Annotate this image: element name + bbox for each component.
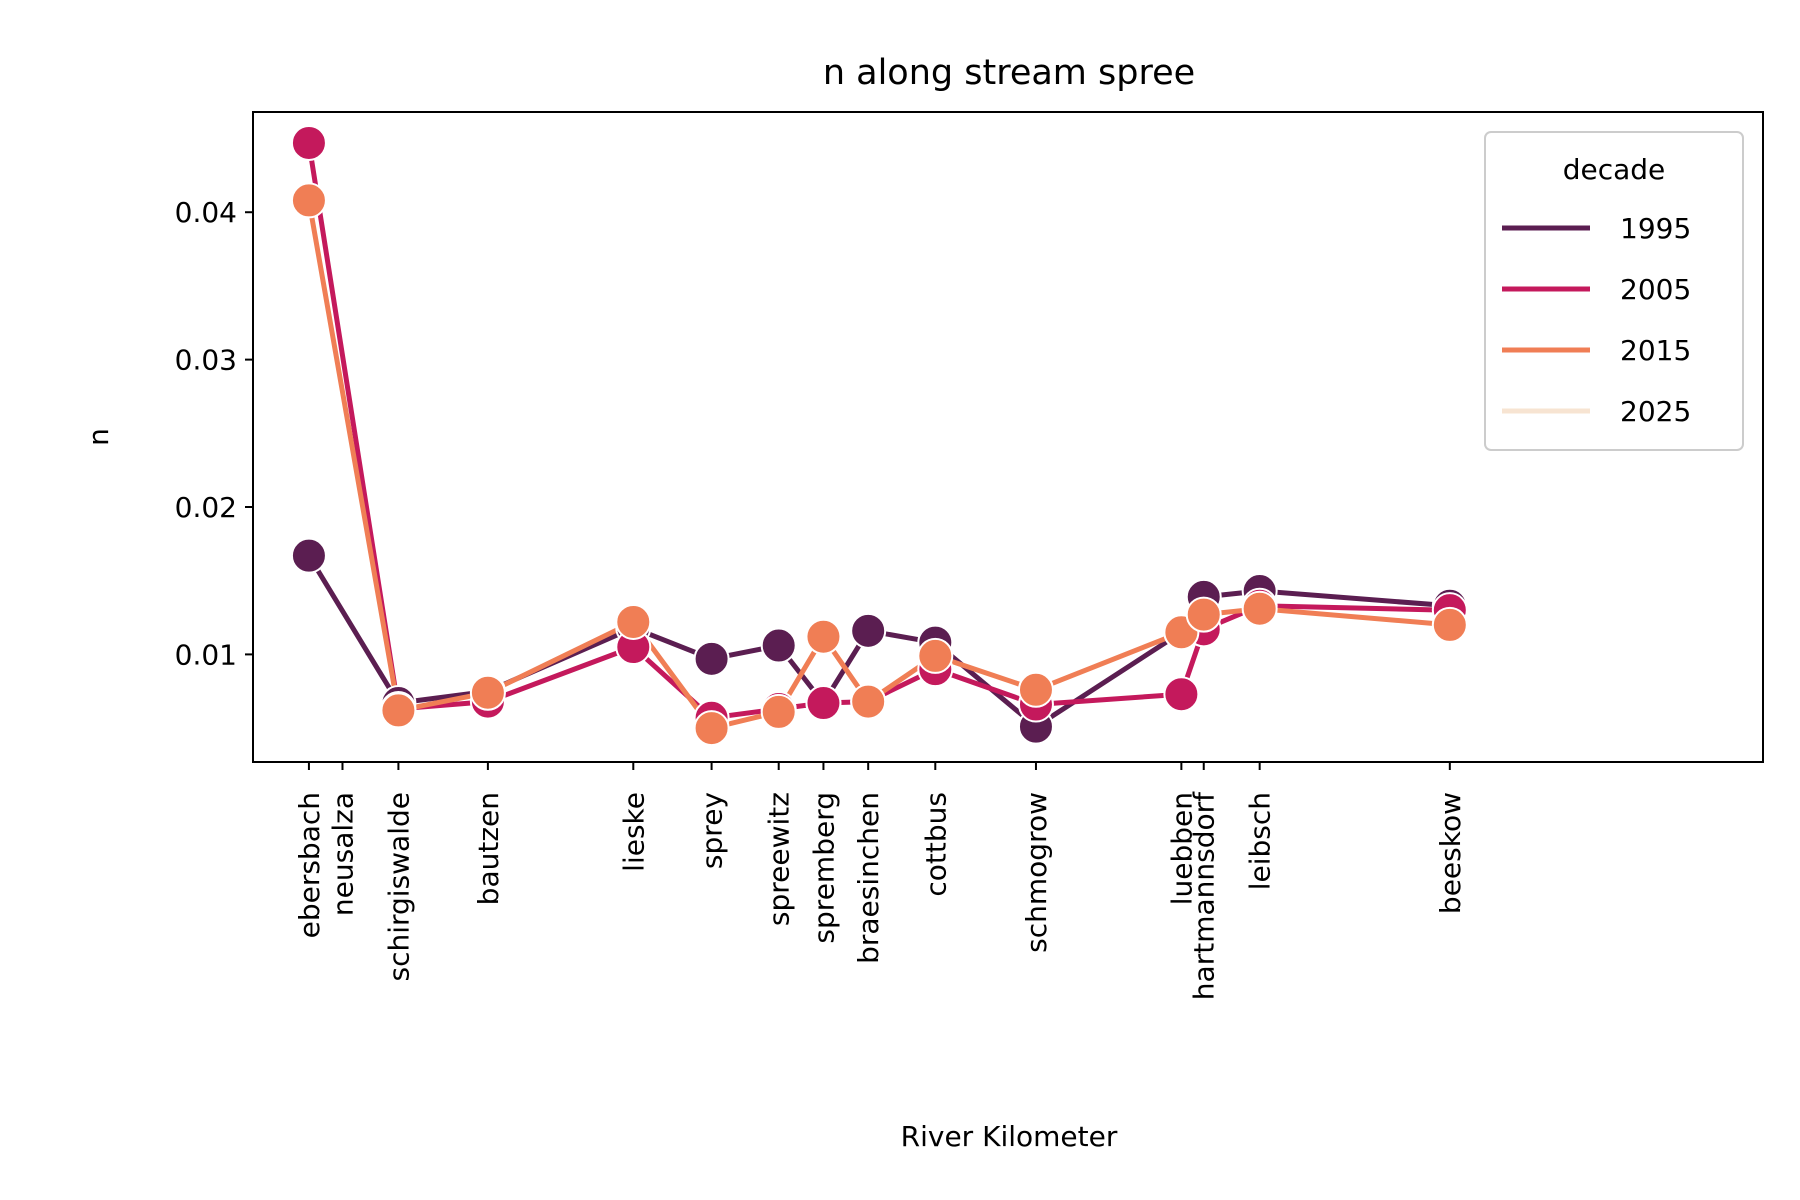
x-tick-label-leibsch: leibsch — [1244, 792, 1277, 890]
y-tick-label: 0.03 — [175, 344, 237, 377]
x-tick-label-bautzen: bautzen — [472, 792, 505, 905]
legend-items: 1995 2005 2015 2025 — [1502, 212, 1691, 428]
data-point-2005-6 — [805, 685, 842, 722]
data-point-2015-12 — [1241, 590, 1278, 627]
x-tick-label-sprey: sprey — [696, 792, 729, 869]
y-tick-label: 0.02 — [175, 491, 237, 524]
data-point-2015-9 — [1017, 671, 1054, 708]
data-point-2015-5 — [760, 693, 797, 730]
x-tick-label-lieske: lieske — [617, 792, 650, 872]
data-point-1995-0 — [290, 537, 327, 574]
x-tick-label-braesinchen: braesinchen — [852, 792, 885, 964]
legend-label-2015: 2015 — [1620, 334, 1691, 367]
data-point-2015-1 — [380, 692, 417, 729]
data-point-2005-10 — [1163, 676, 1200, 713]
data-point-2015-11 — [1185, 596, 1222, 633]
x-tick-label-beeskow: beeskow — [1434, 792, 1467, 914]
plot-markers — [290, 124, 1468, 747]
legend-box — [1484, 131, 1744, 451]
x-axis: ebersbach neusalza schirgiswalde bautzen lie… — [293, 762, 1467, 1000]
legend-title: decade — [1563, 153, 1666, 186]
legend: decade 1995 2005 2015 2025 — [1484, 131, 1744, 451]
data-point-2015-0 — [290, 182, 327, 219]
data-point-1995-5 — [760, 627, 797, 664]
data-point-2015-8 — [917, 637, 954, 674]
data-point-2015-7 — [850, 683, 887, 720]
data-point-1995-4 — [693, 640, 730, 677]
y-axis-label: n — [82, 428, 115, 446]
x-axis-label: River Kilometer — [901, 1120, 1118, 1153]
x-tick-label-cottbus: cottbus — [919, 792, 952, 897]
plot-frame — [252, 111, 1764, 763]
x-tick-label-ebersbach: ebersbach — [293, 792, 326, 938]
y-axis: 0.01 0.02 0.03 0.04 — [175, 196, 253, 671]
data-point-2015-6 — [805, 618, 842, 655]
data-point-2015-4 — [693, 710, 730, 747]
legend-label-2025: 2025 — [1620, 395, 1691, 428]
x-tick-label-spreewitz: spreewitz — [763, 792, 796, 926]
legend-label-1995: 1995 — [1620, 212, 1691, 245]
x-tick-label-schmogrow: schmogrow — [1020, 792, 1053, 953]
data-point-2015-2 — [469, 674, 506, 711]
x-tick-label-hartmannsdorf: hartmannsdorf — [1188, 791, 1221, 1000]
data-point-1995-7 — [850, 612, 887, 649]
chart-title: n along stream spree — [823, 53, 1195, 93]
x-tick-label-schirgiswalde: schirgiswalde — [382, 792, 415, 982]
data-point-2015-3 — [615, 603, 652, 640]
data-point-2005-0 — [290, 124, 327, 161]
x-tick-label-luebben: luebben — [1165, 792, 1198, 905]
x-tick-label-spremberg: spremberg — [807, 792, 840, 944]
data-point-2015-13 — [1431, 606, 1468, 643]
y-tick-label: 0.01 — [175, 638, 237, 671]
x-tick-label-neusalza: neusalza — [326, 792, 359, 916]
legend-label-2005: 2005 — [1620, 273, 1691, 306]
y-tick-label: 0.04 — [175, 196, 237, 229]
series-line-2015 — [306, 199, 1451, 731]
